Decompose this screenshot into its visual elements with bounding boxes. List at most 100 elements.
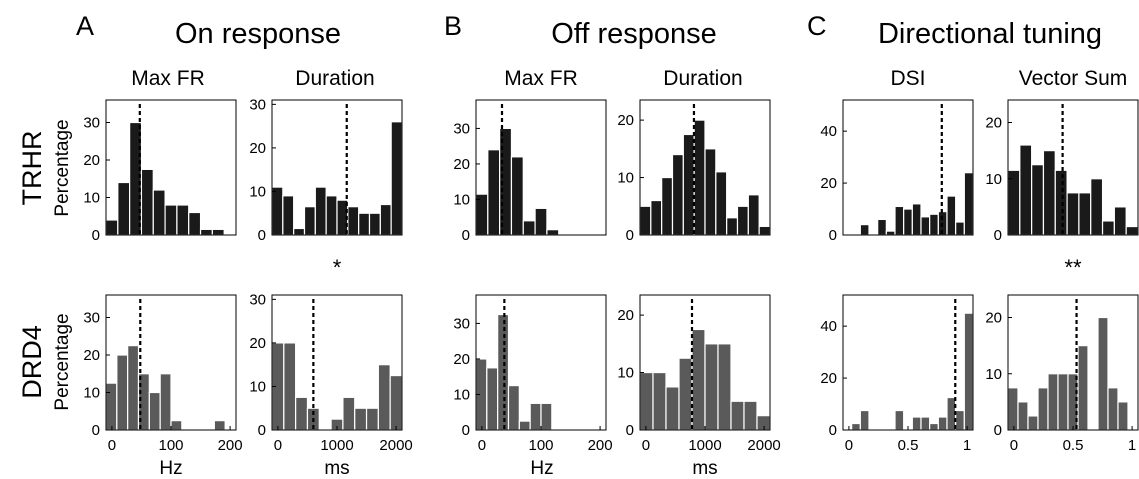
y-tick-label: 0 bbox=[92, 227, 100, 244]
histogram-panels: 0102030010203001020300102002040010200102… bbox=[83, 96, 1139, 454]
bar bbox=[365, 407, 379, 431]
bar bbox=[715, 171, 728, 236]
y-tick-label: 0 bbox=[258, 422, 266, 439]
histogram-trhr-dsi: 0 20 40 bbox=[820, 99, 974, 244]
histogram-drd4-on-max-fr: 0 10 20 30 0 100 200 bbox=[83, 294, 243, 454]
bar bbox=[851, 422, 861, 431]
bar bbox=[148, 391, 161, 431]
bar bbox=[859, 224, 870, 236]
bar bbox=[920, 216, 931, 236]
group-title-off-response: Off response bbox=[551, 18, 717, 50]
bar bbox=[295, 396, 309, 431]
xlabel-off-duration: ms bbox=[692, 458, 717, 479]
histogram-trhr-on-max-fr: 0 10 20 30 bbox=[83, 99, 237, 244]
significance-marker-duration: * bbox=[333, 255, 342, 280]
bar bbox=[929, 422, 939, 431]
bar bbox=[546, 229, 560, 236]
bar bbox=[911, 416, 922, 431]
bar bbox=[894, 205, 905, 236]
y-tick-label: 30 bbox=[83, 310, 100, 327]
bar bbox=[199, 228, 213, 236]
column-title-on-max-fr: Max FR bbox=[131, 67, 205, 90]
histogram-drd4-vector-sum: 0 10 20 0 0.5 1 bbox=[985, 294, 1139, 454]
bar bbox=[955, 409, 965, 431]
x-tick-label: 1000 bbox=[320, 437, 353, 454]
y-tick-label: 0 bbox=[92, 422, 100, 439]
bar bbox=[293, 227, 306, 236]
bar bbox=[650, 199, 663, 236]
bar bbox=[704, 343, 719, 431]
bar bbox=[358, 212, 371, 236]
bar bbox=[682, 133, 695, 236]
bar bbox=[756, 415, 771, 431]
y-tick-label: 10 bbox=[617, 170, 634, 187]
bar bbox=[325, 195, 338, 236]
histogram-trhr-off-max-fr: 0 10 20 30 bbox=[453, 99, 607, 244]
column-title-vector-sum: Vector Sum bbox=[1019, 67, 1128, 90]
x-tick-label: 200 bbox=[218, 437, 243, 454]
y-tick-label: 40 bbox=[820, 123, 837, 140]
bar bbox=[920, 416, 931, 431]
y-tick-label: 40 bbox=[820, 318, 837, 335]
axes-frame bbox=[639, 99, 771, 236]
bar bbox=[540, 402, 553, 431]
y-tick-label: 20 bbox=[249, 335, 266, 352]
y-tick-label: 10 bbox=[453, 191, 470, 208]
x-tick-label: 1000 bbox=[688, 437, 721, 454]
bar bbox=[117, 181, 131, 236]
bar bbox=[377, 364, 391, 431]
bar bbox=[283, 342, 297, 431]
histogram-drd4-on-duration: 0 10 20 30 0 1000 2000 bbox=[249, 291, 412, 454]
bar bbox=[510, 156, 524, 236]
bar bbox=[1090, 178, 1104, 236]
x-tick-label: 0.5 bbox=[898, 437, 919, 454]
column-title-dsi: DSI bbox=[890, 67, 925, 90]
column-title-off-max-fr: Max FR bbox=[504, 67, 578, 90]
histogram-trhr-vector-sum: 0 10 20 bbox=[985, 99, 1139, 244]
bar bbox=[127, 345, 140, 431]
bar bbox=[486, 367, 499, 431]
bar bbox=[717, 343, 732, 431]
bar bbox=[271, 186, 284, 236]
axes-frame bbox=[842, 99, 974, 236]
bar bbox=[1031, 164, 1045, 236]
x-tick-label: 0 bbox=[108, 437, 116, 454]
bar bbox=[1057, 373, 1069, 431]
x-tick-label: 2000 bbox=[379, 437, 412, 454]
row-label-trhr: TRHR bbox=[17, 131, 47, 206]
y-tick-label: 20 bbox=[985, 115, 1002, 132]
y-tick-label: 10 bbox=[617, 365, 634, 382]
bar bbox=[877, 218, 887, 236]
panel-letter-a: A bbox=[76, 11, 94, 41]
bar bbox=[747, 194, 760, 236]
bar bbox=[497, 313, 510, 431]
y-tick-label: 20 bbox=[83, 347, 100, 364]
x-tick-label: 2000 bbox=[747, 437, 780, 454]
bar bbox=[487, 149, 501, 236]
bar bbox=[314, 186, 327, 236]
bar bbox=[152, 189, 166, 236]
bar bbox=[1066, 192, 1080, 236]
y-tick-label: 0 bbox=[626, 422, 634, 439]
y-tick-label: 0 bbox=[994, 227, 1002, 244]
y-tick-label: 0 bbox=[994, 422, 1002, 439]
bar bbox=[1007, 387, 1019, 431]
bar bbox=[1117, 401, 1129, 431]
bar bbox=[105, 219, 119, 236]
y-tick-label: 30 bbox=[453, 120, 470, 137]
bar bbox=[507, 384, 520, 431]
x-tick-label: 0 bbox=[478, 437, 486, 454]
bar bbox=[347, 206, 360, 236]
panel-letter-c: C bbox=[807, 11, 827, 41]
x-tick-label: 200 bbox=[588, 437, 613, 454]
bar bbox=[140, 168, 154, 236]
bar bbox=[1042, 150, 1056, 236]
bar bbox=[963, 172, 974, 236]
bar bbox=[1019, 144, 1033, 236]
y-tick-label: 20 bbox=[453, 156, 470, 173]
bar bbox=[1037, 387, 1049, 431]
bar bbox=[730, 400, 745, 431]
bar bbox=[1007, 169, 1021, 236]
y-tick-label: 10 bbox=[83, 190, 100, 207]
